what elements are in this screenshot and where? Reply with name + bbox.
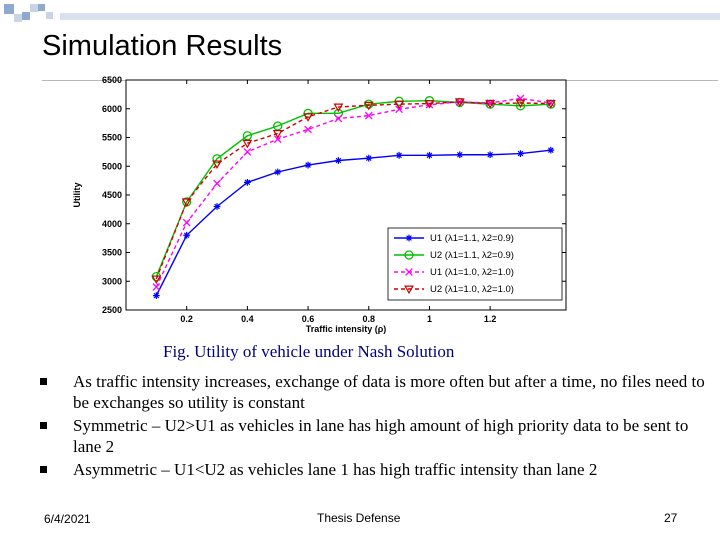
data-point xyxy=(404,250,414,260)
x-tick-label: 0.8 xyxy=(363,314,376,324)
data-point xyxy=(335,157,342,164)
square-bullet-icon xyxy=(40,378,47,385)
data-point xyxy=(517,150,524,157)
data-point xyxy=(395,151,403,159)
corner-squares-decoration xyxy=(4,4,720,22)
data-point xyxy=(545,100,556,109)
data-point xyxy=(273,135,282,144)
data-point xyxy=(364,111,373,120)
legend-label: U2 (λ1=1.0, λ2=1.0) xyxy=(430,284,514,295)
utility-line-chart: 2500 3000 3500 4000 4500 5000 5500 6000 6500 0.2 0… xyxy=(72,75,567,334)
data-point xyxy=(333,108,344,118)
data-point xyxy=(152,292,160,300)
data-point xyxy=(212,154,222,164)
square-bullet-icon xyxy=(40,422,47,429)
data-point xyxy=(274,168,282,176)
data-point xyxy=(242,139,253,149)
slide-title: Simulation Results xyxy=(42,30,283,62)
data-point xyxy=(213,179,221,188)
series-line xyxy=(155,149,551,296)
data-point xyxy=(454,98,465,107)
x-tick-label: 0.6 xyxy=(302,314,315,324)
bullet-list: As traffic intensity increases, exchange… xyxy=(40,371,715,482)
x-axis-label: Traffic intensity (ρ) xyxy=(306,324,387,334)
figure-caption: Fig. Utility of vehicle under Nash Solut… xyxy=(163,342,455,361)
bullet-item: Asymmetric – U1<U2 as vehicles lane 1 ha… xyxy=(40,459,715,480)
data-point xyxy=(303,113,314,122)
data-point xyxy=(486,151,494,159)
data-point xyxy=(547,146,555,154)
data-point xyxy=(213,203,221,210)
data-point xyxy=(404,285,414,295)
footer-page-number: 27 xyxy=(664,511,678,525)
data-point xyxy=(405,268,413,276)
x-tick-label: 1 xyxy=(427,314,432,324)
data-point xyxy=(485,100,496,109)
data-point xyxy=(151,275,162,285)
data-point xyxy=(515,99,526,109)
bullet-item: Symmetric – U2>U1 as vehicles in lane ha… xyxy=(40,415,715,457)
y-tick-label: 5000 xyxy=(102,161,122,171)
y-tick-label: 3000 xyxy=(102,276,122,286)
data-point xyxy=(515,101,526,111)
data-point xyxy=(424,100,435,109)
x-tick-label: 1.2 xyxy=(484,314,497,324)
data-point xyxy=(272,129,283,139)
data-point xyxy=(304,125,312,134)
data-point xyxy=(243,178,251,186)
data-point xyxy=(363,101,374,111)
y-tick-label: 2500 xyxy=(102,305,122,315)
data-point xyxy=(456,151,464,159)
y-tick-label: 6500 xyxy=(102,75,122,85)
y-tick-label: 3500 xyxy=(102,248,122,258)
y-tick-label: 5500 xyxy=(102,133,122,143)
data-point xyxy=(426,151,433,159)
bullet-text: Symmetric – U2>U1 as vehicles in lane ha… xyxy=(73,416,689,456)
y-tick-label: 4500 xyxy=(102,190,122,200)
data-point xyxy=(365,154,373,162)
legend-label: U1 (λ1=1.0, λ2=1.0) xyxy=(430,267,514,278)
bullet-text: As traffic intensity increases, exchange… xyxy=(73,372,705,412)
data-point xyxy=(394,100,405,110)
bullet-item: As traffic intensity increases, exchange… xyxy=(40,371,715,413)
data-point xyxy=(183,231,191,239)
data-point xyxy=(333,103,344,113)
square-bullet-icon xyxy=(40,466,47,473)
y-tick-label: 6000 xyxy=(102,104,122,114)
data-point xyxy=(243,148,252,156)
legend-label: U1 (λ1=1.1, λ2=0.9) xyxy=(430,233,514,244)
data-point xyxy=(304,161,312,169)
x-tick-label: 0.4 xyxy=(241,314,254,324)
legend-label: U2 (λ1=1.1, λ2=0.9) xyxy=(430,250,514,261)
data-point xyxy=(182,218,191,227)
data-point xyxy=(334,114,343,123)
data-point xyxy=(212,160,222,170)
data-point xyxy=(405,234,413,242)
data-point xyxy=(181,198,192,208)
footer-date: 6/4/2021 xyxy=(44,512,91,526)
series-line xyxy=(155,101,551,280)
x-tick-label: 0.2 xyxy=(180,314,193,324)
data-point xyxy=(395,105,403,114)
y-tick-label: 4000 xyxy=(102,219,122,229)
bullet-text: Asymmetric – U1<U2 as vehicles lane 1 ha… xyxy=(73,460,598,479)
footer-presentation-title: Thesis Defense xyxy=(317,511,401,525)
y-axis-label: Utility xyxy=(72,182,82,207)
legend-box xyxy=(387,227,563,301)
data-point xyxy=(152,283,161,291)
